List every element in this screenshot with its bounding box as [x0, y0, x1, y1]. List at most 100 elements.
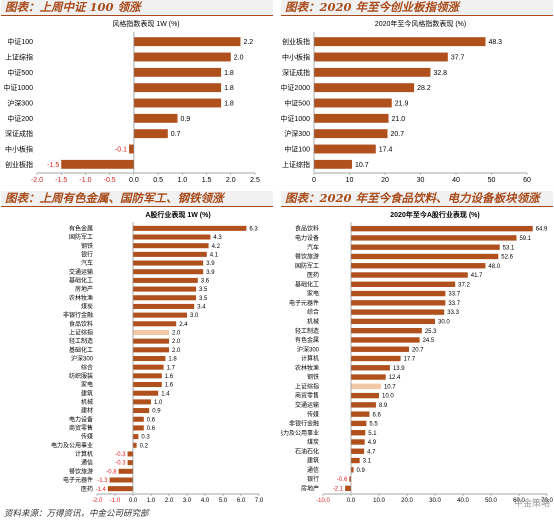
chart-weekly-style-index: 风格指数表现 1W (%) 2.2 中证100 2.0 上证综指 1.8 中证500 1.8 中…: [3, 19, 260, 184]
bar: [351, 225, 533, 232]
bar: [133, 425, 144, 431]
category-label: 银行: [307, 475, 319, 483]
bar: [133, 83, 222, 93]
bar: [351, 253, 499, 260]
category-label: 家电: [81, 381, 93, 389]
category-label: 电力设备: [69, 415, 93, 423]
bar: [351, 318, 435, 325]
x-tick-label: 40: [452, 177, 460, 184]
category-label: 中小板指: [5, 144, 33, 153]
bar: [133, 321, 177, 327]
category-label: 银行: [81, 250, 93, 258]
bar: [351, 374, 386, 380]
bar: [133, 129, 168, 139]
data-label: 4.3: [213, 235, 222, 241]
x-tick-label: 60: [523, 177, 531, 184]
data-label: 64.9: [536, 227, 548, 233]
data-label: 2.0: [172, 348, 181, 354]
x-tick-label: 5.0: [219, 498, 228, 503]
category-label: 上证综指: [69, 329, 93, 337]
data-label: 3.6: [201, 279, 210, 285]
data-label: 4.2: [212, 244, 221, 250]
bar: [351, 383, 381, 390]
data-label: -2.1: [333, 486, 344, 492]
panel-title: 图表：上周中证 100 领涨: [1, 0, 273, 16]
data-label: 37.2: [458, 282, 470, 288]
data-label: 3.5: [199, 287, 208, 293]
chart-weekly-industry: A股行业表现 1W (%) 6.3 有色金属 4.3 国防军工 4.2 钢铁 4.1 银行 3.9…: [51, 210, 264, 503]
bar: [349, 476, 351, 482]
bar: [127, 460, 133, 466]
watermark: 中金策略: [513, 499, 550, 509]
bar: [314, 37, 486, 47]
category-label: 中证100: [7, 37, 33, 46]
x-tick-label: 2.5: [250, 177, 260, 184]
bar: [133, 251, 207, 257]
data-label: 2.2: [243, 39, 253, 46]
x-tick-label: 0: [312, 177, 316, 184]
x-tick-label: 6.0: [237, 498, 246, 503]
data-label: 3.1: [363, 459, 372, 465]
bar: [133, 286, 196, 292]
data-label: 4.7: [367, 449, 376, 455]
data-label: 4.9: [368, 440, 377, 446]
category-label: 医药: [307, 271, 319, 279]
bar: [133, 113, 178, 123]
category-label: 轻工制造: [295, 327, 319, 335]
panel-ytd-industry: 图表：2020 年至今食品饮料、电力设备板块领涨 2020年至今A股行业表现 (…: [281, 191, 553, 503]
category-label: 纺织服装: [69, 372, 93, 380]
panel-title: 图表：2020 年至今食品饮料、电力设备板块领涨: [281, 191, 553, 207]
x-tick-label: -2.0: [31, 177, 43, 184]
category-label: 综合: [307, 308, 319, 316]
x-tick-label: 2.0: [226, 177, 236, 184]
category-label: 上证综指: [282, 160, 310, 169]
data-label: 4.1: [210, 252, 219, 258]
x-tick-label: 50.0: [485, 498, 497, 503]
bar: [351, 448, 365, 454]
panel-weekly-style-index: 图表：上周中证 100 领涨 风格指数表现 1W (%) 2.2 中证100 2.0 上…: [1, 0, 273, 188]
category-label: 电力及公用事业: [281, 429, 319, 437]
bar: [351, 420, 367, 427]
category-label: 中证500: [284, 98, 310, 107]
data-label: 13.9: [393, 366, 405, 372]
category-label: 计算机: [75, 450, 93, 458]
data-label: -1.4: [95, 487, 106, 493]
category-label: 轻工制造: [69, 337, 93, 345]
bar: [314, 83, 415, 93]
category-label: 深证成指: [282, 68, 310, 77]
bar: [133, 329, 169, 335]
data-label: 1.6: [165, 383, 174, 389]
chart-title: A股行业表现 1W (%): [145, 210, 210, 219]
bar: [351, 244, 500, 250]
data-label: 6.6: [372, 412, 381, 418]
data-label: 3.4: [197, 305, 206, 311]
data-label: 0.9: [152, 409, 161, 415]
data-label: 1.8: [224, 70, 234, 77]
bar: [133, 234, 211, 240]
x-tick-label: 40.0: [457, 498, 469, 503]
x-tick-label: 10.0: [373, 498, 385, 503]
category-label: 食品饮料: [295, 225, 319, 233]
category-label: 餐饮旅游: [69, 467, 93, 475]
bar: [133, 373, 162, 379]
x-tick-label: 10: [346, 177, 354, 184]
data-label: 17.7: [404, 357, 416, 363]
data-label: 17.4: [379, 146, 393, 153]
bar: [351, 402, 376, 408]
bar: [133, 442, 137, 448]
category-label: 房地产: [301, 484, 319, 492]
panel-title: 图表：上周有色金属、国防军工、钢铁领涨: [1, 191, 273, 207]
data-label: 5.5: [369, 422, 378, 428]
bar: [133, 303, 195, 309]
chart-ytd-style-index: 2020年至今风格指数表现 (%) 48.3 创业板指 37.7 中小板指 32.8 深证成…: [281, 19, 531, 184]
data-label: 33.7: [448, 292, 460, 298]
data-label: 0.6: [147, 417, 156, 423]
x-tick-label: 0.0: [129, 177, 139, 184]
bar: [133, 277, 198, 283]
x-tick-label: -0.5: [104, 177, 116, 184]
bar: [345, 485, 351, 492]
bar: [133, 67, 222, 77]
bar: [314, 144, 376, 154]
data-label: 0.9: [357, 468, 366, 474]
bar: [351, 355, 401, 362]
